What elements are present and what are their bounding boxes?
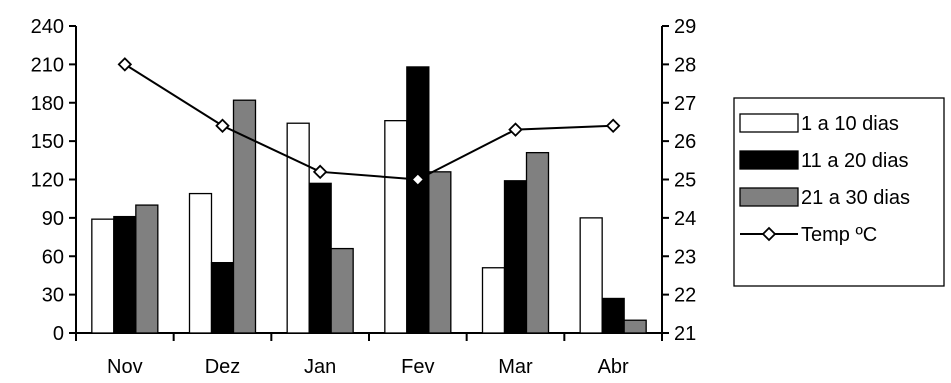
bar: [286, 122, 310, 334]
bar: [503, 180, 528, 334]
y-left-tick-label: 120: [31, 170, 64, 192]
bar: [525, 151, 550, 334]
x-tick-label: Mar: [498, 356, 533, 378]
legend-label: Temp ºC: [801, 224, 877, 246]
y-right-tick-label: 29: [674, 16, 696, 38]
bar: [406, 66, 430, 334]
y-right-tick-label: 28: [674, 54, 696, 76]
legend-swatch: [739, 150, 799, 170]
bar: [623, 319, 647, 334]
legend-label: 21 a 30 dias: [801, 187, 910, 209]
bar: [91, 218, 115, 334]
axes: 0 30 60 90 120 150 180 210 240 21 22 23 24 25 26 27 28 29…: [31, 16, 697, 378]
temperature-point: [215, 118, 230, 134]
bar: [135, 204, 159, 334]
legend-swatch: [739, 113, 799, 133]
x-tick-label: Nov: [107, 356, 143, 378]
y-right-tick-label: 24: [674, 208, 696, 230]
bar: [384, 120, 408, 334]
y-left-tick-label: 180: [31, 93, 64, 115]
temperature-point: [117, 57, 133, 72]
y-left-tick-label: 150: [31, 131, 64, 153]
bar: [188, 192, 213, 334]
legend: 1 a 10 dias 11 a 20 dias 21 a 30 dias Temp …: [733, 97, 945, 287]
temperature-point: [605, 118, 621, 134]
bar: [579, 217, 603, 334]
y-left-tick-label: 210: [31, 54, 64, 76]
temperature-point: [312, 164, 328, 180]
y-right-tick-label: 27: [674, 93, 696, 115]
temperature-line: [117, 57, 621, 187]
legend-label: 11 a 20 dias: [801, 150, 909, 172]
x-tick-label: Jan: [304, 356, 336, 378]
legend-swatch: [739, 187, 799, 207]
bar: [330, 247, 354, 334]
bar: [232, 99, 257, 334]
x-tick-label: Dez: [205, 356, 241, 378]
y-left-tick-label: 30: [42, 285, 64, 307]
y-right-tick-label: 21: [674, 323, 696, 345]
bar: [481, 267, 506, 334]
bar: [428, 171, 452, 334]
x-tick-label: Fev: [401, 356, 434, 378]
y-right-tick-label: 26: [674, 131, 696, 153]
temperature-series-line: [124, 63, 614, 181]
y-right-tick-label: 22: [674, 285, 696, 307]
y-left-tick-label: 240: [31, 16, 64, 38]
bar: [308, 182, 332, 334]
y-left-tick-label: 0: [53, 323, 64, 345]
y-left-tick-label: 60: [42, 246, 64, 268]
bars: [91, 66, 647, 334]
x-tick-label: Abr: [598, 356, 629, 378]
legend-label: 1 a 10 dias: [801, 113, 899, 135]
y-right-tick-label: 23: [674, 246, 696, 268]
bar: [210, 261, 235, 334]
y-left-tick-label: 90: [42, 208, 64, 230]
temperature-point: [410, 172, 426, 187]
bar: [113, 215, 137, 334]
y-right-tick-label: 25: [674, 170, 696, 192]
temperature-point: [508, 122, 523, 137]
bar: [601, 297, 625, 334]
legend-marker: [761, 226, 777, 242]
